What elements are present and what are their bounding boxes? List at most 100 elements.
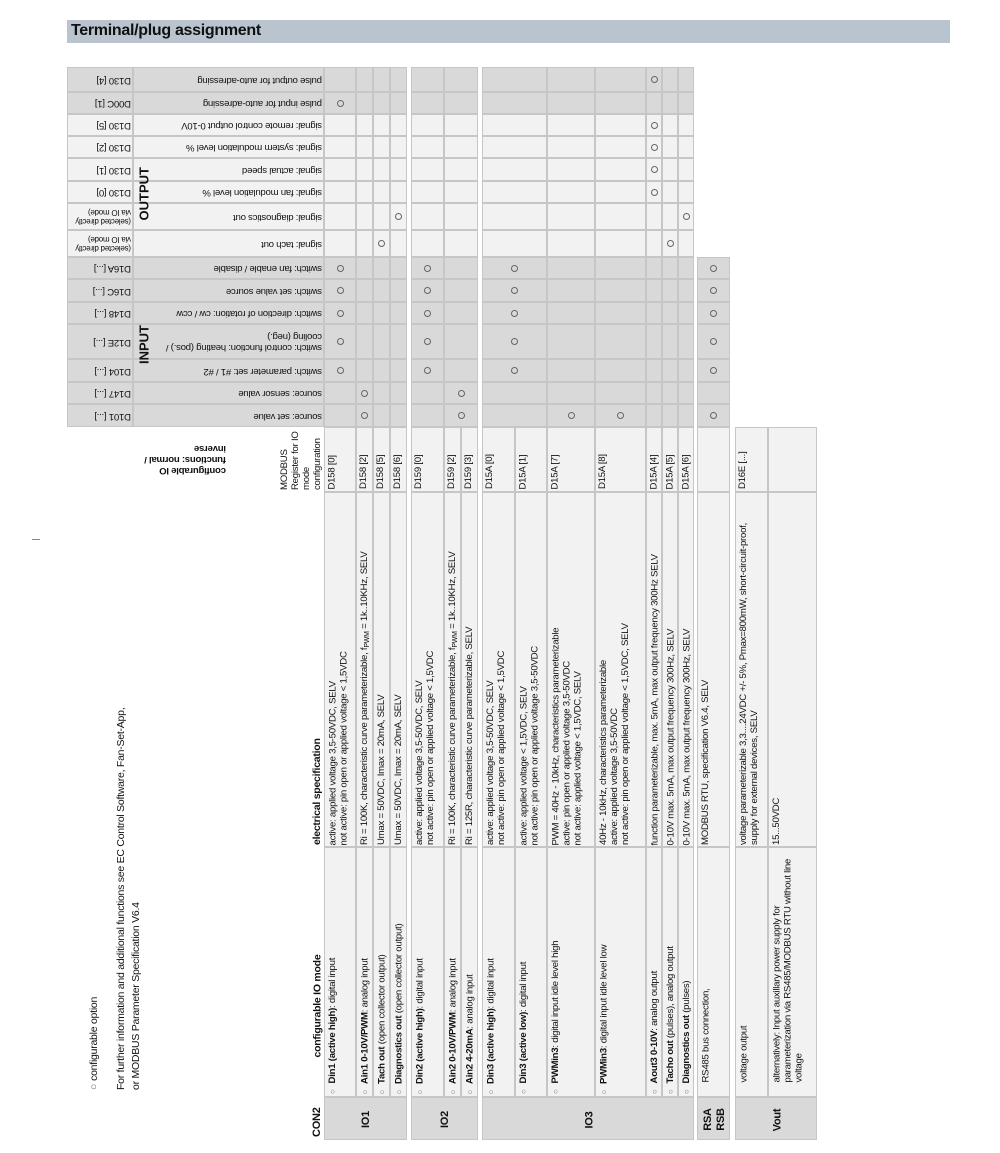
- spec-cell: active: applied voltage < 1,5VDC, SELV no…: [515, 492, 547, 847]
- output-row-label: signal: fan modulation level %: [133, 181, 324, 203]
- modbus-register: D158 [2]: [358, 454, 369, 489]
- matrix-cell-ain2: [444, 67, 478, 92]
- register-text: D15A [5]: [663, 428, 679, 493]
- matrix-cell-tacho3: [662, 158, 678, 181]
- matrix-cell-pwml: [595, 359, 646, 382]
- matrix-cell-diag3: [678, 158, 694, 181]
- option-circle-icon: ○: [666, 1087, 675, 1094]
- option-circle-icon: [710, 287, 717, 294]
- register-code: D147 [...]: [94, 388, 131, 400]
- spec-line: not active: applied voltage < 1,5VDC, SE…: [572, 670, 583, 845]
- group-label: IO2: [412, 1098, 479, 1141]
- matrix-cell-diag1: [390, 136, 407, 158]
- register-code: D130 [2]: [96, 142, 131, 154]
- matrix-cell-aout3: [646, 302, 662, 324]
- register-text: D130 [2]: [68, 137, 134, 159]
- spec-line: not active: pin open or applied voltage …: [338, 650, 349, 845]
- output-row-register: D130 [4]: [67, 67, 133, 92]
- spec-cell: Ri = 100K, characteristic curve paramete…: [356, 492, 373, 847]
- register-header: MODBUS Register for IO mode configuration: [262, 427, 323, 492]
- matrix-cell-ain2: [444, 158, 478, 181]
- matrix-cell-diag1: [390, 324, 407, 359]
- io-mode-line: voltage: [793, 1052, 804, 1082]
- spec-text: 0-10V max. 5mA, max output frequency 300…: [663, 493, 679, 848]
- function-text: switch: direction of rotation: cw / ccw: [134, 303, 325, 325]
- spec-text: active: applied voltage 3,5-50VDC, SELV n…: [483, 493, 516, 848]
- input-row-register: D12E [...]: [67, 324, 133, 359]
- spec-line: Umax = 50VDC, Imax = 20mA, SELV: [393, 694, 404, 845]
- spec-pre: Ri = 100K, characteristic curve paramete…: [447, 647, 458, 845]
- matrix-cell-ain2: [444, 181, 478, 203]
- io-mode-text: ○ Din1 (active high): digital input: [325, 848, 357, 1098]
- io-mode-text: ○ Din3 (active high): digital input: [483, 848, 516, 1098]
- register-note: via IO mode): [88, 235, 131, 245]
- io-mode-description: voltage output: [738, 1025, 749, 1082]
- io-mode-name: Ain2 4-20mA: [464, 1028, 475, 1084]
- matrix-cell-pwmh: [547, 279, 595, 302]
- spec-cell: active: applied voltage 3,5-50VDC, SELV n…: [482, 492, 515, 847]
- connector-header-text: CON2: [306, 1097, 323, 1140]
- matrix-cell-ain1: [356, 230, 373, 257]
- output-section-label: OUTPUT: [136, 167, 151, 220]
- matrix-cell-pwml: [595, 203, 646, 230]
- functions-header-text: configurable IO functions: normal / invers…: [133, 428, 226, 476]
- modbus-register: D15A [8]: [597, 454, 608, 489]
- connector-group-cell: IO3: [482, 1097, 694, 1140]
- matrix-cell-tach1: [373, 158, 390, 181]
- input-row-register: D104 [...]: [67, 359, 133, 382]
- function-label: source: set value: [253, 411, 322, 422]
- register-text: D00C [1]: [68, 93, 134, 115]
- io-mode-description: : analog input: [359, 957, 370, 1012]
- group-name: IO2: [439, 1111, 451, 1128]
- register-text: D158 [6]: [391, 428, 408, 493]
- matrix-cell-pwml: [595, 230, 646, 257]
- matrix-cell-diag3: [678, 279, 694, 302]
- matrix-cell-rs: [697, 382, 730, 404]
- option-circle-icon: ○: [486, 1087, 495, 1094]
- spec-line: active: applied voltage 3,5-50VDC, SELV: [414, 680, 425, 845]
- group-label: IO1: [325, 1098, 408, 1141]
- io-mode-name: Din2 (active high): [414, 1007, 425, 1084]
- output-row-register: D130 [0]: [67, 181, 133, 203]
- option-circle-icon: ○: [650, 1087, 659, 1094]
- io-mode-line: ○ Tach out (open collector output): [376, 848, 387, 1094]
- matrix-cell-ain1: [356, 136, 373, 158]
- function-text: switch: set value source: [134, 280, 325, 303]
- output-row-label: signal: diagnostics out: [133, 203, 324, 230]
- output-row-label: pulse input for auto-adressing: [133, 92, 324, 114]
- matrix-cell-aout3: [646, 279, 662, 302]
- matrix-cell-din1: [324, 203, 356, 230]
- spec-text: Ri = 100K, characteristic curve paramete…: [445, 493, 462, 848]
- matrix-cell-ain2: [444, 257, 478, 279]
- matrix-cell-tacho3: [662, 257, 678, 279]
- functions-header: configurable IO functions: normal / invers…: [133, 428, 226, 476]
- io-mode-description: : analog input: [464, 973, 475, 1029]
- input-section-label-text: INPUT: [136, 322, 151, 366]
- option-circle-icon: [424, 309, 431, 317]
- input-row-register: D16A [...]: [67, 257, 133, 279]
- output-row-register: D130 [1]: [67, 158, 133, 181]
- io-mode-description: (pulses): [681, 980, 692, 1016]
- matrix-cell-aout3: [646, 203, 662, 230]
- register-code: D16A [...]: [94, 263, 131, 275]
- option-circle-icon: ○: [599, 1087, 608, 1094]
- page-title: Terminal/plug assignment: [71, 22, 261, 39]
- option-circle-icon: [682, 213, 690, 220]
- io-mode-cell: ○ PWMin3: digital input idle level low: [595, 847, 646, 1097]
- matrix-cell-din2: [411, 136, 444, 158]
- register-text: [698, 428, 731, 493]
- register-cell: D15A [4]: [646, 427, 662, 492]
- option-circle-icon: [650, 143, 658, 151]
- matrix-cell-pwmh: [547, 136, 595, 158]
- io-mode-description: : digital input: [327, 957, 338, 1008]
- io-mode-line: ○ Aout3 0-10V: analog output: [649, 848, 660, 1094]
- spec-text: PWM = 40Hz - 10kHz, characteristics para…: [548, 493, 596, 848]
- io-mode-line: ○ PWMin3: digital input idle level low: [598, 848, 609, 1094]
- matrix-cell-din2: [411, 158, 444, 181]
- option-circle-icon: [650, 76, 658, 83]
- matrix-cell-tacho3: [662, 404, 678, 427]
- input-row-register: D148 [...]: [67, 302, 133, 324]
- spec-text: Umax = 50VDC, Imax = 20mA, SELV: [391, 493, 408, 848]
- matrix-cell-din3: [482, 203, 547, 230]
- register-cell: [697, 427, 730, 492]
